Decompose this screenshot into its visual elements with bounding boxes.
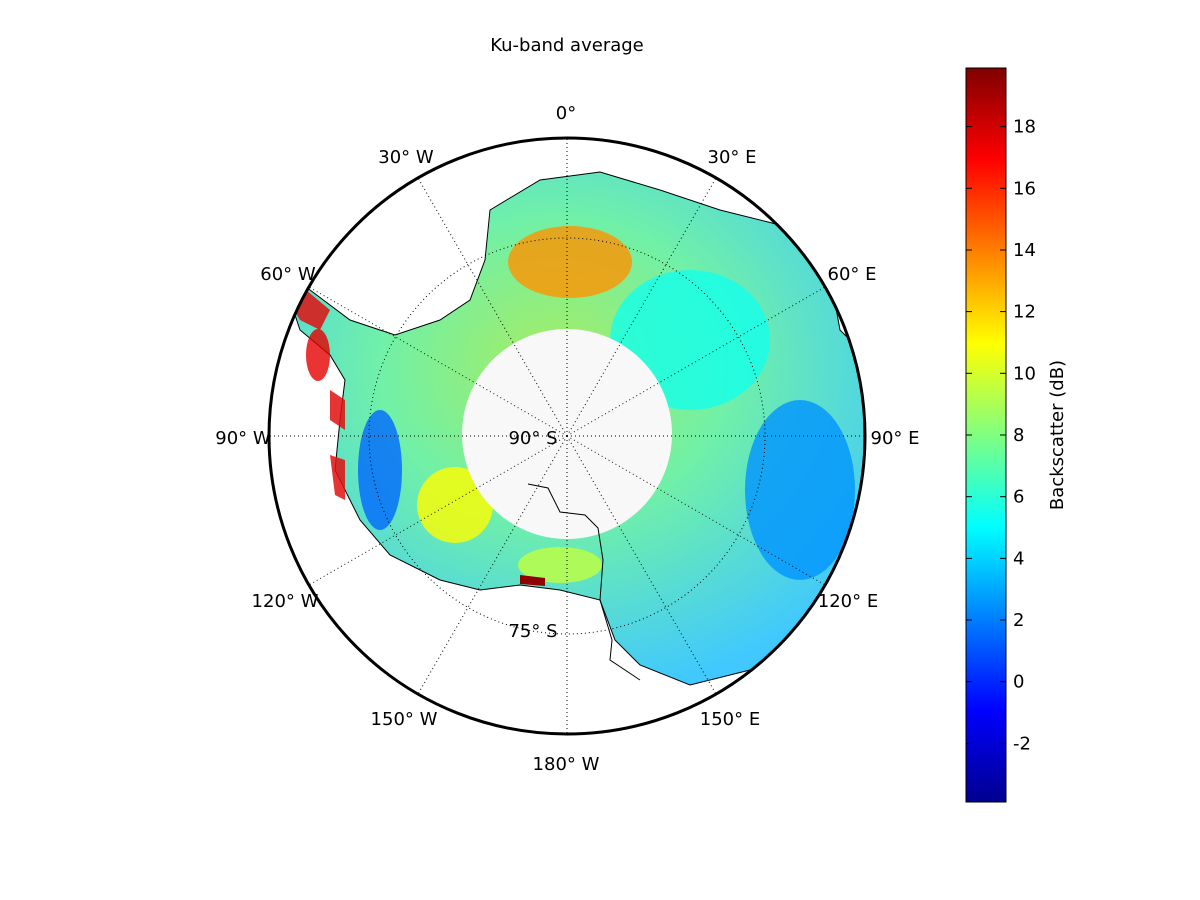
colorbar-tick-label: 16 xyxy=(1013,178,1036,199)
pole-hole xyxy=(462,329,672,539)
region-antarctic-peninsula-coast xyxy=(306,329,330,381)
meridian-line xyxy=(418,178,568,437)
colorbar-tick-label: 0 xyxy=(1013,672,1024,693)
center-label: 90° S xyxy=(508,428,557,449)
region-wilkes-land xyxy=(745,400,855,580)
colorbar-tick-label: 12 xyxy=(1013,302,1036,323)
region-dronning-maud-land-interior xyxy=(508,226,632,298)
meridian-line xyxy=(566,435,716,694)
meridian-line xyxy=(566,435,825,585)
colorbar-tick-label: 14 xyxy=(1013,240,1036,261)
region-marie-byrd-land xyxy=(417,467,493,543)
lon-label-120w: 120° W xyxy=(252,591,319,612)
lon-label-180: 180° W xyxy=(533,754,600,775)
colorbar: -2 0 2 4 6 8 10 12 14 16 18 Backscatter (dB) xyxy=(965,67,1068,803)
lon-label-30e: 30° E xyxy=(708,147,757,168)
colorbar-tick-label: 8 xyxy=(1013,425,1024,446)
colorbar-tick-label: 4 xyxy=(1013,548,1024,569)
lon-label-30w: 30° W xyxy=(378,147,434,168)
map-title: Ku-band average xyxy=(490,35,644,56)
colorbar-tick-label: -2 xyxy=(1013,733,1031,754)
lon-label-150e: 150° E xyxy=(700,709,760,730)
regional-backscatter-patches xyxy=(306,226,855,583)
colorbar-tick-label: 18 xyxy=(1013,117,1036,138)
lon-label-0: 0° xyxy=(556,103,576,124)
colorbar-tick-label: 6 xyxy=(1013,487,1024,508)
meridian-line xyxy=(418,435,568,694)
map-frame xyxy=(267,136,867,736)
meridian-line xyxy=(566,178,716,437)
colorbar-label: Backscatter (dB) xyxy=(1047,360,1068,510)
lon-label-60w: 60° W xyxy=(260,264,316,285)
lat-label-75s: 75° S xyxy=(508,621,557,642)
longitude-labels: 0° 30° E 60° E 90° E 120° E 150° E 180° … xyxy=(215,103,919,775)
peninsula-coast-red xyxy=(285,270,345,500)
lon-label-90w: 90° W xyxy=(215,428,271,449)
meridian-line xyxy=(566,287,825,437)
parallel-75s xyxy=(368,237,766,635)
lon-label-150w: 150° W xyxy=(371,709,438,730)
graticule xyxy=(270,139,864,733)
region-ross-ice-shelf-front xyxy=(518,547,602,583)
colorbar-ticks: -2 0 2 4 6 8 10 12 14 16 18 xyxy=(966,117,1036,754)
meridian-line xyxy=(309,287,568,437)
ross-shelf-dark-red xyxy=(520,575,545,586)
lon-label-120e: 120° E xyxy=(818,591,878,612)
meridian-line xyxy=(309,435,568,585)
region-west-antarctic-coast xyxy=(358,410,402,530)
colorbar-tick-label: 2 xyxy=(1013,610,1024,631)
ross-ice-shelf-outline xyxy=(527,483,641,681)
colorbar-tick-label: 10 xyxy=(1013,363,1036,384)
lon-label-90e: 90° E xyxy=(871,428,920,449)
lon-label-60e: 60° E xyxy=(828,264,877,285)
